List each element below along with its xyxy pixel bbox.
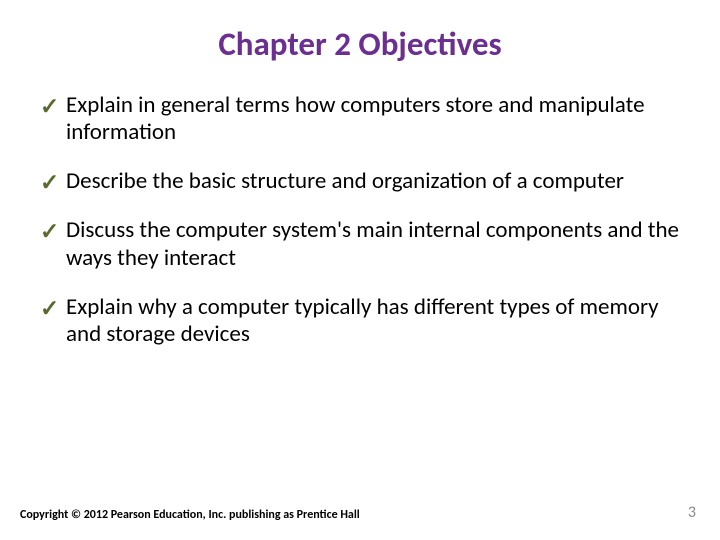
slide-container: Chapter 2 Objectives ✓ Explain in genera… — [0, 0, 720, 540]
checkmark-icon: ✓ — [40, 219, 59, 246]
objective-text: Explain in general terms how computers s… — [66, 91, 645, 146]
checkmark-icon: ✓ — [40, 94, 59, 121]
slide-title: Chapter 2 Objectives — [34, 24, 686, 64]
checkmark-icon: ✓ — [40, 296, 59, 323]
page-number: 3 — [688, 503, 696, 522]
objective-text: Describe the basic structure and organiz… — [66, 167, 624, 195]
list-item: ✓ Explain in general terms how computers… — [40, 92, 686, 146]
checkmark-icon: ✓ — [40, 170, 59, 197]
objective-text: Explain why a computer typically has dif… — [66, 293, 659, 348]
objectives-list: ✓ Explain in general terms how computers… — [34, 92, 686, 348]
list-item: ✓ Explain why a computer typically has d… — [40, 294, 686, 348]
list-item: ✓ Describe the basic structure and organ… — [40, 168, 686, 195]
objective-text: Discuss the computer system's main inter… — [66, 216, 679, 271]
list-item: ✓ Discuss the computer system's main int… — [40, 217, 686, 271]
copyright-text: Copyright © 2012 Pearson Education, Inc.… — [20, 508, 360, 522]
